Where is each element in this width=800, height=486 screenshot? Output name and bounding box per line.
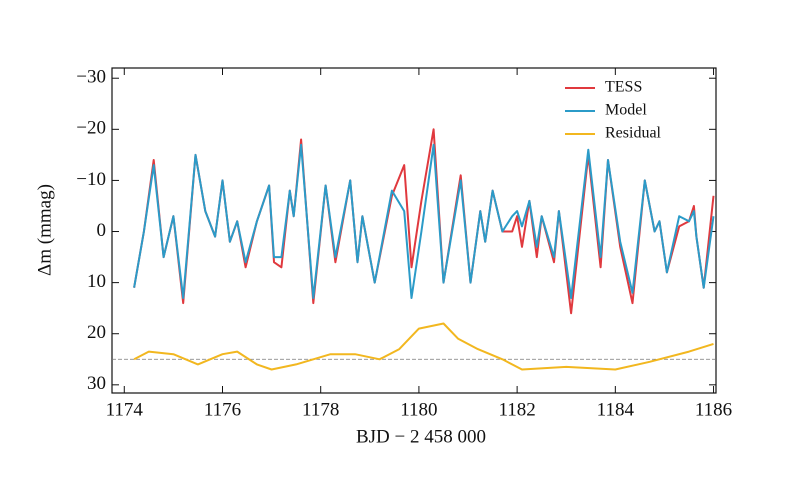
y-tick-label: −30 <box>76 67 106 88</box>
x-tick-label: 1176 <box>204 399 241 420</box>
x-tick-label: 1182 <box>498 399 535 420</box>
x-tick-label: 1174 <box>106 399 144 420</box>
x-axis-label: BJD − 2 458 000 <box>356 426 486 447</box>
y-tick-label: −20 <box>76 118 106 139</box>
legend-label: Residual <box>605 125 662 142</box>
legend-label: TESS <box>605 79 642 96</box>
x-tick-label: 1184 <box>597 399 635 420</box>
y-tick-label: 10 <box>87 271 106 292</box>
y-tick-label: 0 <box>97 220 107 241</box>
plot-frame <box>111 67 717 394</box>
legend-label: Model <box>605 102 647 119</box>
y-tick-label: 30 <box>87 373 106 394</box>
series-line <box>133 322 714 371</box>
x-tick-label: 1186 <box>695 399 732 420</box>
series-line <box>133 143 715 299</box>
y-tick-label: −10 <box>76 169 106 190</box>
y-tick-label: 20 <box>87 322 106 343</box>
x-tick-label: 1178 <box>302 399 339 420</box>
y-axis-label: Δm (mmag) <box>34 184 55 276</box>
x-tick-label: 1180 <box>400 399 437 420</box>
